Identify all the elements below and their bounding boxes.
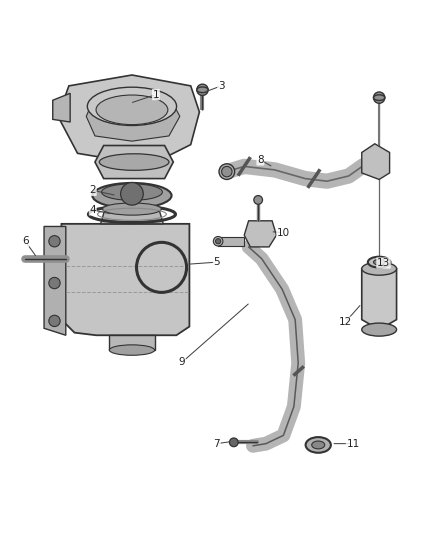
Ellipse shape xyxy=(219,164,235,180)
Ellipse shape xyxy=(368,257,391,268)
Polygon shape xyxy=(53,93,70,122)
Text: 6: 6 xyxy=(22,236,28,246)
Ellipse shape xyxy=(102,203,161,215)
Polygon shape xyxy=(362,269,396,329)
Text: 2: 2 xyxy=(89,185,96,195)
Text: 12: 12 xyxy=(339,317,352,327)
Ellipse shape xyxy=(102,184,162,200)
Text: 4: 4 xyxy=(89,205,96,215)
Polygon shape xyxy=(101,209,163,224)
Circle shape xyxy=(230,438,238,447)
Polygon shape xyxy=(86,89,180,141)
Polygon shape xyxy=(218,237,244,246)
Polygon shape xyxy=(44,227,66,335)
Ellipse shape xyxy=(362,323,396,336)
Ellipse shape xyxy=(197,87,208,93)
Ellipse shape xyxy=(362,262,396,275)
Circle shape xyxy=(49,236,60,247)
Circle shape xyxy=(197,84,208,95)
Text: 1: 1 xyxy=(152,90,159,100)
Polygon shape xyxy=(58,75,199,162)
Polygon shape xyxy=(244,221,276,247)
Circle shape xyxy=(120,182,143,205)
Ellipse shape xyxy=(213,237,223,246)
Ellipse shape xyxy=(87,87,177,125)
Polygon shape xyxy=(110,335,155,350)
Polygon shape xyxy=(95,146,173,179)
Ellipse shape xyxy=(306,437,331,453)
Polygon shape xyxy=(362,144,390,180)
Text: 8: 8 xyxy=(257,155,264,165)
Circle shape xyxy=(215,239,221,244)
Circle shape xyxy=(374,92,385,103)
Ellipse shape xyxy=(374,260,385,265)
Circle shape xyxy=(222,166,232,177)
Text: 9: 9 xyxy=(179,357,185,367)
Polygon shape xyxy=(61,224,189,335)
Text: 3: 3 xyxy=(218,81,225,91)
Text: 13: 13 xyxy=(377,258,390,268)
Ellipse shape xyxy=(92,183,172,208)
Text: 10: 10 xyxy=(277,228,290,238)
Ellipse shape xyxy=(99,154,169,171)
Ellipse shape xyxy=(110,345,155,356)
Ellipse shape xyxy=(374,95,385,100)
Text: 7: 7 xyxy=(213,439,220,449)
Circle shape xyxy=(49,315,60,327)
Text: 5: 5 xyxy=(213,257,220,267)
Ellipse shape xyxy=(312,441,325,449)
Circle shape xyxy=(254,196,262,204)
Circle shape xyxy=(49,277,60,289)
Text: 11: 11 xyxy=(346,439,360,449)
Ellipse shape xyxy=(96,95,168,125)
